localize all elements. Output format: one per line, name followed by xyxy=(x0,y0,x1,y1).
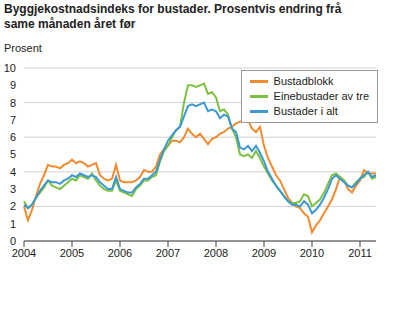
svg-text:2: 2 xyxy=(10,200,16,212)
html-text:Einebustader av tre: Einebustader av tre xyxy=(273,90,369,102)
svg-text:1: 1 xyxy=(10,218,16,230)
svg-text:2010: 2010 xyxy=(300,247,324,259)
svg-text:2006: 2006 xyxy=(108,247,132,259)
svg-text:6: 6 xyxy=(10,131,16,143)
svg-text:4: 4 xyxy=(10,166,16,178)
svg-text:2008: 2008 xyxy=(204,247,228,259)
html-text:Bustadblokk: Bustadblokk xyxy=(273,75,334,87)
svg-text:5: 5 xyxy=(10,148,16,160)
svg-text:2005: 2005 xyxy=(60,247,84,259)
svg-text:2007: 2007 xyxy=(156,247,180,259)
svg-text:3: 3 xyxy=(10,183,16,195)
svg-text:2009: 2009 xyxy=(252,247,276,259)
svg-text:10: 10 xyxy=(8,62,16,74)
svg-text:9: 9 xyxy=(10,79,16,91)
html-text:Byggjekostnadsindeks for busta: Byggjekostnadsindeks for bustader. Prose… xyxy=(4,2,342,31)
html-text:Prosent: Prosent xyxy=(4,42,42,54)
svg-text:2011: 2011 xyxy=(348,247,372,259)
html-text:Bustader i alt: Bustader i alt xyxy=(273,105,338,117)
svg-text:0: 0 xyxy=(10,235,16,247)
svg-text:7: 7 xyxy=(10,114,16,126)
svg-text:2004: 2004 xyxy=(12,247,36,259)
svg-text:8: 8 xyxy=(10,97,16,109)
